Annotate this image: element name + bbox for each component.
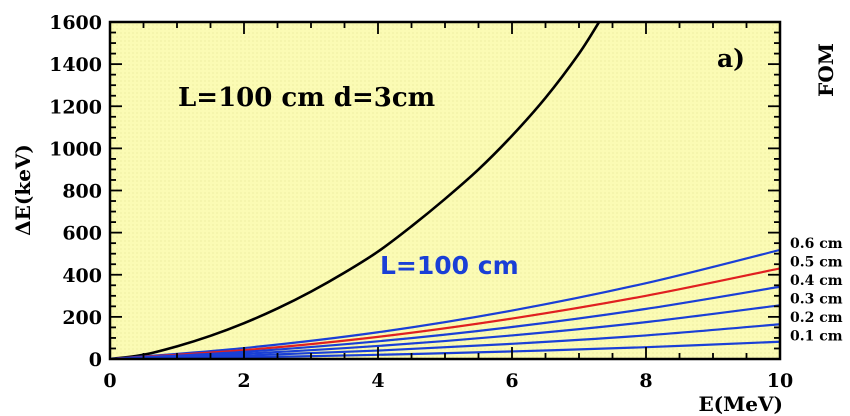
x-tick-label: 4: [371, 370, 384, 392]
series-label-0.2-cm: 0.2 cm: [790, 310, 843, 326]
right-axis-label: FOM: [814, 43, 838, 97]
y-tick-label: 1400: [49, 54, 102, 76]
y-tick-label: 1000: [49, 138, 102, 160]
series-line-1: [110, 248, 780, 359]
y-tick-label: 0: [89, 349, 102, 371]
y-tick-label: 200: [62, 307, 102, 329]
annotation-blue-group: L=100 cm: [380, 251, 519, 280]
y-tick-label: 600: [62, 223, 102, 245]
tick-labels-group: 0 2 4 6 8 10 0 200 400 600 800 1000 1200 1400 1600: [49, 12, 793, 392]
x-axis-title: E(MeV): [698, 392, 783, 416]
curves-group: [110, 22, 780, 359]
plot-background: [110, 22, 780, 359]
ticks-group: [109, 21, 781, 360]
annotation-black-curve: L=100 cm d=3cm: [178, 83, 435, 113]
series-label-0.1-cm: 0.1 cm: [790, 329, 843, 345]
y-axis-title: ΔE(keV): [11, 144, 35, 236]
y-tick-label: 1600: [49, 12, 102, 34]
series-label-0.3-cm: 0.3 cm: [790, 292, 843, 308]
series-line-5: [110, 323, 780, 359]
x-tick-label: 2: [237, 370, 250, 392]
x-tick-label: 8: [639, 370, 652, 392]
x-tick-label: 10: [767, 370, 793, 392]
panel-label: a): [717, 44, 745, 73]
series-line-3: [110, 285, 780, 359]
series-line-4: [110, 304, 780, 359]
y-tick-label: 400: [62, 265, 102, 287]
series-line-0: [110, 22, 601, 359]
y-tick-label: 1200: [49, 96, 102, 118]
series-label-0.5-cm: 0.5 cm: [790, 255, 843, 271]
series-label-0.4-cm: 0.4 cm: [790, 273, 843, 289]
series-labels-group: 0.6 cm 0.5 cm 0.4 cm 0.3 cm 0.2 cm 0.1 cm: [790, 236, 843, 345]
x-tick-label: 6: [505, 370, 518, 392]
x-tick-label: 0: [103, 370, 116, 392]
series-label-0.6-cm: 0.6 cm: [790, 236, 843, 252]
series-line-2: [110, 267, 780, 359]
y-tick-label: 800: [62, 181, 102, 203]
